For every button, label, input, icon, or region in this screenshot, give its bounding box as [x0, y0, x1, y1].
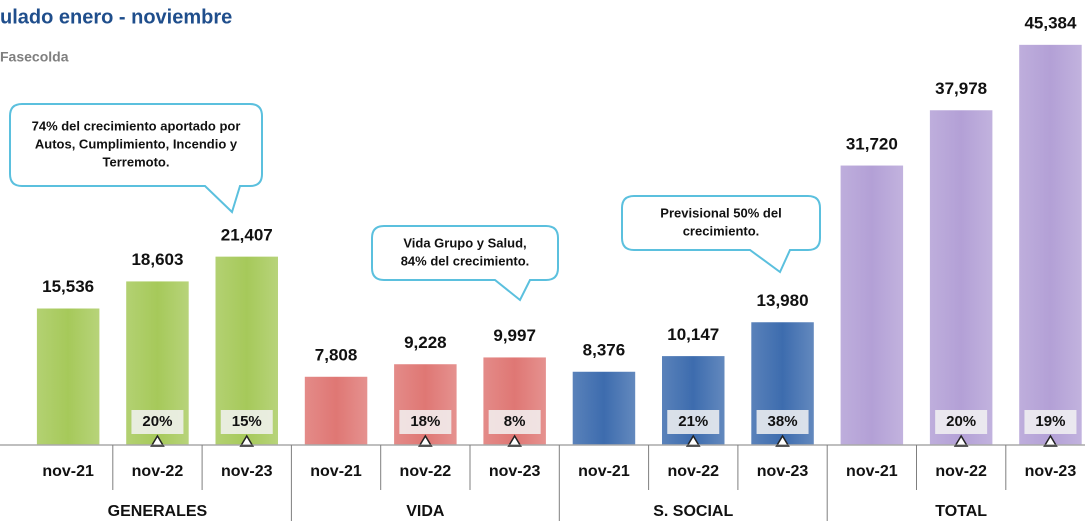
x-tick-label: nov-21	[42, 463, 94, 480]
growth-arrow	[507, 434, 522, 447]
callout	[371, 225, 559, 302]
growth-arrow	[418, 434, 433, 447]
bar	[303, 375, 369, 446]
group-label: S. SOCIAL	[653, 503, 733, 520]
x-tick-label: nov-23	[221, 463, 273, 480]
x-tick-label: nov-22	[667, 463, 719, 480]
growth-arrow	[239, 434, 255, 447]
growth-label: 21%	[678, 413, 708, 430]
callout-text: crecimiento.	[683, 223, 760, 238]
growth-arrow	[1043, 434, 1058, 447]
growth-box	[220, 410, 273, 434]
growth-label: 15%	[232, 413, 262, 430]
bar	[928, 108, 994, 446]
value-label: 8,376	[583, 340, 626, 359]
value-label: 9,228	[404, 333, 447, 352]
value-label: 13,980	[757, 291, 809, 310]
x-tick-label: nov-22	[132, 463, 184, 480]
callout-text: Previsional 50% del	[660, 205, 781, 220]
growth-label: 19%	[1035, 413, 1065, 430]
value-label: 21,407	[221, 225, 273, 244]
bar	[35, 307, 101, 446]
x-tick-label: nov-21	[846, 463, 898, 480]
growth-label: 20%	[946, 413, 976, 430]
growth-arrow	[685, 434, 701, 447]
callout-text: Autos, Cumplimiento, Incendio y	[35, 136, 238, 151]
value-label: 10,147	[667, 325, 719, 344]
callout	[621, 195, 821, 274]
growth-arrow	[953, 434, 969, 447]
growth-box	[935, 410, 988, 434]
growth-arrow	[150, 434, 165, 447]
growth-label: 18%	[410, 413, 440, 430]
bar	[839, 164, 905, 446]
callout-text: Vida Grupo y Salud,	[403, 235, 526, 250]
value-label: 15,536	[42, 277, 94, 296]
growth-label: 8%	[504, 413, 526, 430]
value-label: 45,384	[1024, 14, 1077, 33]
value-label: 18,603	[131, 250, 183, 269]
bar	[571, 370, 637, 446]
growth-box	[667, 410, 720, 434]
value-label: 31,720	[846, 134, 898, 153]
value-label: 9,997	[493, 326, 536, 345]
callout	[9, 103, 263, 214]
value-label: 7,808	[315, 346, 358, 365]
x-tick-label: nov-21	[578, 463, 630, 480]
chart-title: ulado enero - noviembre	[0, 6, 232, 28]
group-label: TOTAL	[935, 503, 987, 520]
growth-label: 20%	[142, 413, 172, 430]
x-tick-label: nov-21	[310, 463, 362, 480]
value-label: 37,978	[935, 79, 987, 98]
x-tick-label: nov-23	[489, 463, 541, 480]
x-tick-label: nov-23	[757, 463, 809, 480]
growth-box	[399, 410, 452, 434]
growth-box	[131, 410, 184, 434]
callout-text: 74% del crecimiento aportado por	[32, 118, 241, 133]
growth-box	[756, 410, 809, 434]
callout-text: 84% del crecimiento.	[401, 253, 530, 268]
callout-text: Terremoto.	[103, 154, 170, 169]
x-tick-label: nov-22	[400, 463, 452, 480]
chart-subtitle: Fasecolda	[0, 49, 69, 65]
group-label: VIDA	[406, 503, 445, 520]
group-label: GENERALES	[108, 503, 208, 520]
growth-arrow	[775, 434, 790, 447]
bar	[1017, 43, 1084, 446]
x-tick-label: nov-22	[935, 463, 987, 480]
growth-box	[1024, 410, 1077, 434]
x-tick-label: nov-23	[1025, 463, 1077, 480]
growth-label: 38%	[768, 413, 798, 430]
growth-box	[488, 410, 541, 434]
